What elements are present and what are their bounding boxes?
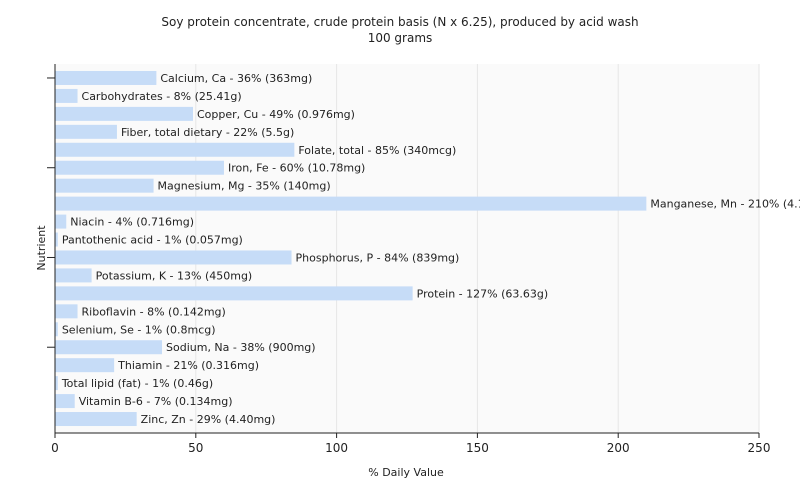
bar xyxy=(55,304,78,319)
chart-title: Soy protein concentrate, crude protein b… xyxy=(161,15,639,29)
bar-label: Manganese, Mn - 210% (4.190mg) xyxy=(650,198,800,211)
bar-label: Calcium, Ca - 36% (363mg) xyxy=(160,72,312,85)
bar-label: Pantothenic acid - 1% (0.057mg) xyxy=(62,234,243,247)
x-tick-label: 150 xyxy=(466,441,489,455)
bar xyxy=(55,286,413,301)
bar xyxy=(55,358,115,373)
bar xyxy=(55,106,193,121)
bar-label: Magnesium, Mg - 35% (140mg) xyxy=(158,180,331,193)
bar xyxy=(55,178,154,193)
bar xyxy=(55,214,67,229)
bar xyxy=(55,124,117,139)
bar xyxy=(55,394,75,409)
bar xyxy=(55,322,58,337)
bar-label: Total lipid (fat) - 1% (0.46g) xyxy=(61,377,213,390)
x-tick-label: 0 xyxy=(51,441,59,455)
y-axis-title: Nutrient xyxy=(35,225,48,271)
bar-label: Iron, Fe - 60% (10.78mg) xyxy=(228,162,365,175)
bar-label: Zinc, Zn - 29% (4.40mg) xyxy=(141,413,276,426)
x-tick-label: 250 xyxy=(748,441,771,455)
bar xyxy=(55,70,157,85)
plot-area xyxy=(55,64,759,433)
bar-label: Selenium, Se - 1% (0.8mcg) xyxy=(62,323,216,336)
bar xyxy=(55,250,292,265)
bar-label: Vitamin B-6 - 7% (0.134mg) xyxy=(79,395,233,408)
bar-label: Protein - 127% (63.63g) xyxy=(417,287,549,300)
bar-label: Copper, Cu - 49% (0.976mg) xyxy=(197,108,355,121)
bar xyxy=(55,376,58,391)
x-tick-label: 200 xyxy=(607,441,630,455)
bar xyxy=(55,268,92,283)
bar xyxy=(55,232,58,247)
bar xyxy=(55,340,163,355)
bar-label: Fiber, total dietary - 22% (5.5g) xyxy=(121,126,294,139)
x-tick-label: 100 xyxy=(325,441,348,455)
x-axis-title: % Daily Value xyxy=(368,466,444,479)
bar-label: Riboflavin - 8% (0.142mg) xyxy=(82,305,226,318)
bar-label: Sodium, Na - 38% (900mg) xyxy=(166,341,316,354)
bar-label: Carbohydrates - 8% (25.41g) xyxy=(82,90,242,103)
bar xyxy=(55,142,295,157)
bar-label: Folate, total - 85% (340mcg) xyxy=(298,144,456,157)
bar-label: Niacin - 4% (0.716mg) xyxy=(70,216,194,229)
bar-label: Potassium, K - 13% (450mg) xyxy=(96,269,253,282)
bar-label: Thiamin - 21% (0.316mg) xyxy=(117,359,259,372)
bar xyxy=(55,88,78,103)
bar-label: Phosphorus, P - 84% (839mg) xyxy=(296,251,460,264)
bar xyxy=(55,196,647,211)
chart-subtitle: 100 grams xyxy=(367,31,433,45)
bar xyxy=(55,160,224,175)
x-tick-label: 50 xyxy=(188,441,203,455)
bar xyxy=(55,412,137,427)
chart-title-block: Soy protein concentrate, crude protein b… xyxy=(0,14,800,46)
